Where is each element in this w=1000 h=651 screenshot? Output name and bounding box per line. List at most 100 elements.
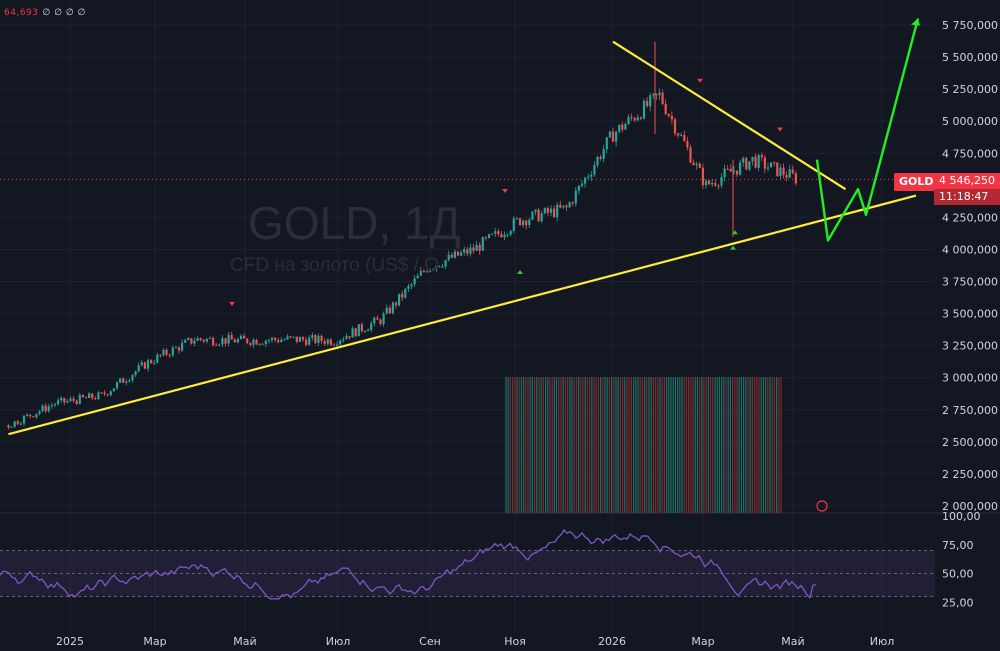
rsi-tick-label: 100,00	[942, 510, 981, 523]
candle-body	[171, 347, 174, 356]
candle-body	[150, 360, 153, 364]
time-tick-label: 2026	[598, 635, 626, 648]
candle-body	[602, 149, 605, 159]
sell-signal-marker	[502, 189, 508, 194]
price-tick-label: 4 750,000	[942, 147, 998, 160]
candle-body	[794, 173, 797, 184]
candle-body	[168, 354, 171, 356]
candle-body	[308, 337, 311, 345]
candle-body	[29, 414, 32, 417]
symbol-watermark: GOLD, 1Д	[248, 197, 461, 249]
price-tick-label: 2 750,000	[942, 404, 998, 417]
rsi-line	[0, 528, 816, 600]
candle-body	[735, 170, 739, 175]
time-tick-label: Май	[781, 635, 804, 648]
price-tick-label: 3 500,000	[942, 308, 998, 321]
candle-body	[274, 337, 277, 340]
candle-body	[754, 156, 757, 168]
candle-body	[140, 362, 143, 366]
candle-body	[441, 266, 444, 268]
candle-body	[342, 339, 345, 341]
candle-body	[773, 162, 776, 164]
candle-body	[317, 335, 320, 343]
candle-body	[314, 335, 317, 343]
rsi-panel	[0, 528, 935, 600]
candle-body	[246, 338, 249, 344]
candle-body	[239, 335, 243, 340]
candle-body	[708, 180, 711, 185]
candle-body	[751, 156, 754, 162]
candle-body	[187, 338, 190, 341]
candle-body	[57, 400, 60, 405]
price-tick-label: 3 250,000	[942, 340, 998, 353]
candlestick-series	[7, 41, 797, 430]
current-price-label: 4 546,250	[934, 173, 1000, 189]
candle-body	[53, 404, 57, 406]
candle-body	[444, 260, 447, 267]
candle-body	[590, 174, 593, 177]
candle-body	[165, 349, 168, 355]
candle-body	[580, 183, 584, 186]
candle-body	[106, 394, 109, 396]
candle-body	[295, 336, 298, 342]
candle-body	[97, 392, 100, 400]
candle-body	[494, 231, 497, 234]
candle-body	[128, 380, 131, 382]
candle-body	[66, 400, 69, 403]
candle-body	[456, 251, 460, 256]
countdown-label: 11:18:47	[934, 189, 1000, 205]
candle-body	[115, 382, 119, 389]
candle-body	[221, 338, 224, 345]
candle-body	[177, 347, 181, 351]
candle-body	[546, 208, 549, 213]
candle-body	[119, 378, 122, 383]
candle-body	[677, 133, 680, 136]
candle-body	[323, 341, 326, 344]
candle-body	[460, 252, 463, 256]
candle-body	[373, 317, 376, 324]
candle-body	[351, 328, 354, 338]
candle-body	[227, 334, 230, 344]
candle-body	[726, 168, 729, 170]
candle-body	[429, 269, 432, 272]
candle-body	[453, 251, 456, 258]
candle-body	[348, 336, 351, 338]
candle-body	[81, 394, 84, 398]
candle-body	[432, 269, 435, 271]
candle-body	[379, 319, 382, 325]
buy-signal-marker	[517, 269, 523, 274]
candle-body	[146, 360, 150, 369]
candle-body	[720, 177, 723, 186]
candle-body	[646, 100, 649, 107]
candle-body	[525, 220, 528, 226]
candle-body	[621, 124, 624, 130]
candle-body	[642, 100, 646, 119]
candle-body	[487, 234, 491, 238]
candle-body	[791, 169, 794, 174]
candle-body	[649, 95, 652, 107]
candle-body	[404, 288, 407, 298]
candle-body	[692, 162, 695, 166]
candle-body	[233, 339, 236, 343]
candle-body	[22, 415, 26, 424]
time-tick-label: Ноя	[504, 635, 526, 648]
time-tick-label: Май	[233, 635, 256, 648]
candle-body	[469, 247, 472, 254]
axes: 5 750,000 5 500,000 5 250,000 5 000,000 4 75…	[56, 19, 998, 648]
indicator-header: 64,693 ∅ ∅ ∅ ∅	[4, 8, 86, 18]
candle-body	[466, 249, 469, 254]
candle-body	[202, 339, 205, 342]
candle-body	[13, 421, 16, 427]
candle-body	[549, 208, 553, 213]
candle-body	[584, 177, 587, 184]
candle-body	[491, 233, 494, 235]
candle-body	[596, 156, 599, 166]
candle-body	[345, 336, 348, 340]
candle-body	[311, 335, 314, 338]
candle-body	[766, 167, 770, 169]
candle-body	[568, 202, 571, 208]
candle-body	[667, 114, 670, 116]
buy-signal-marker	[730, 245, 736, 250]
candle-body	[450, 254, 453, 258]
